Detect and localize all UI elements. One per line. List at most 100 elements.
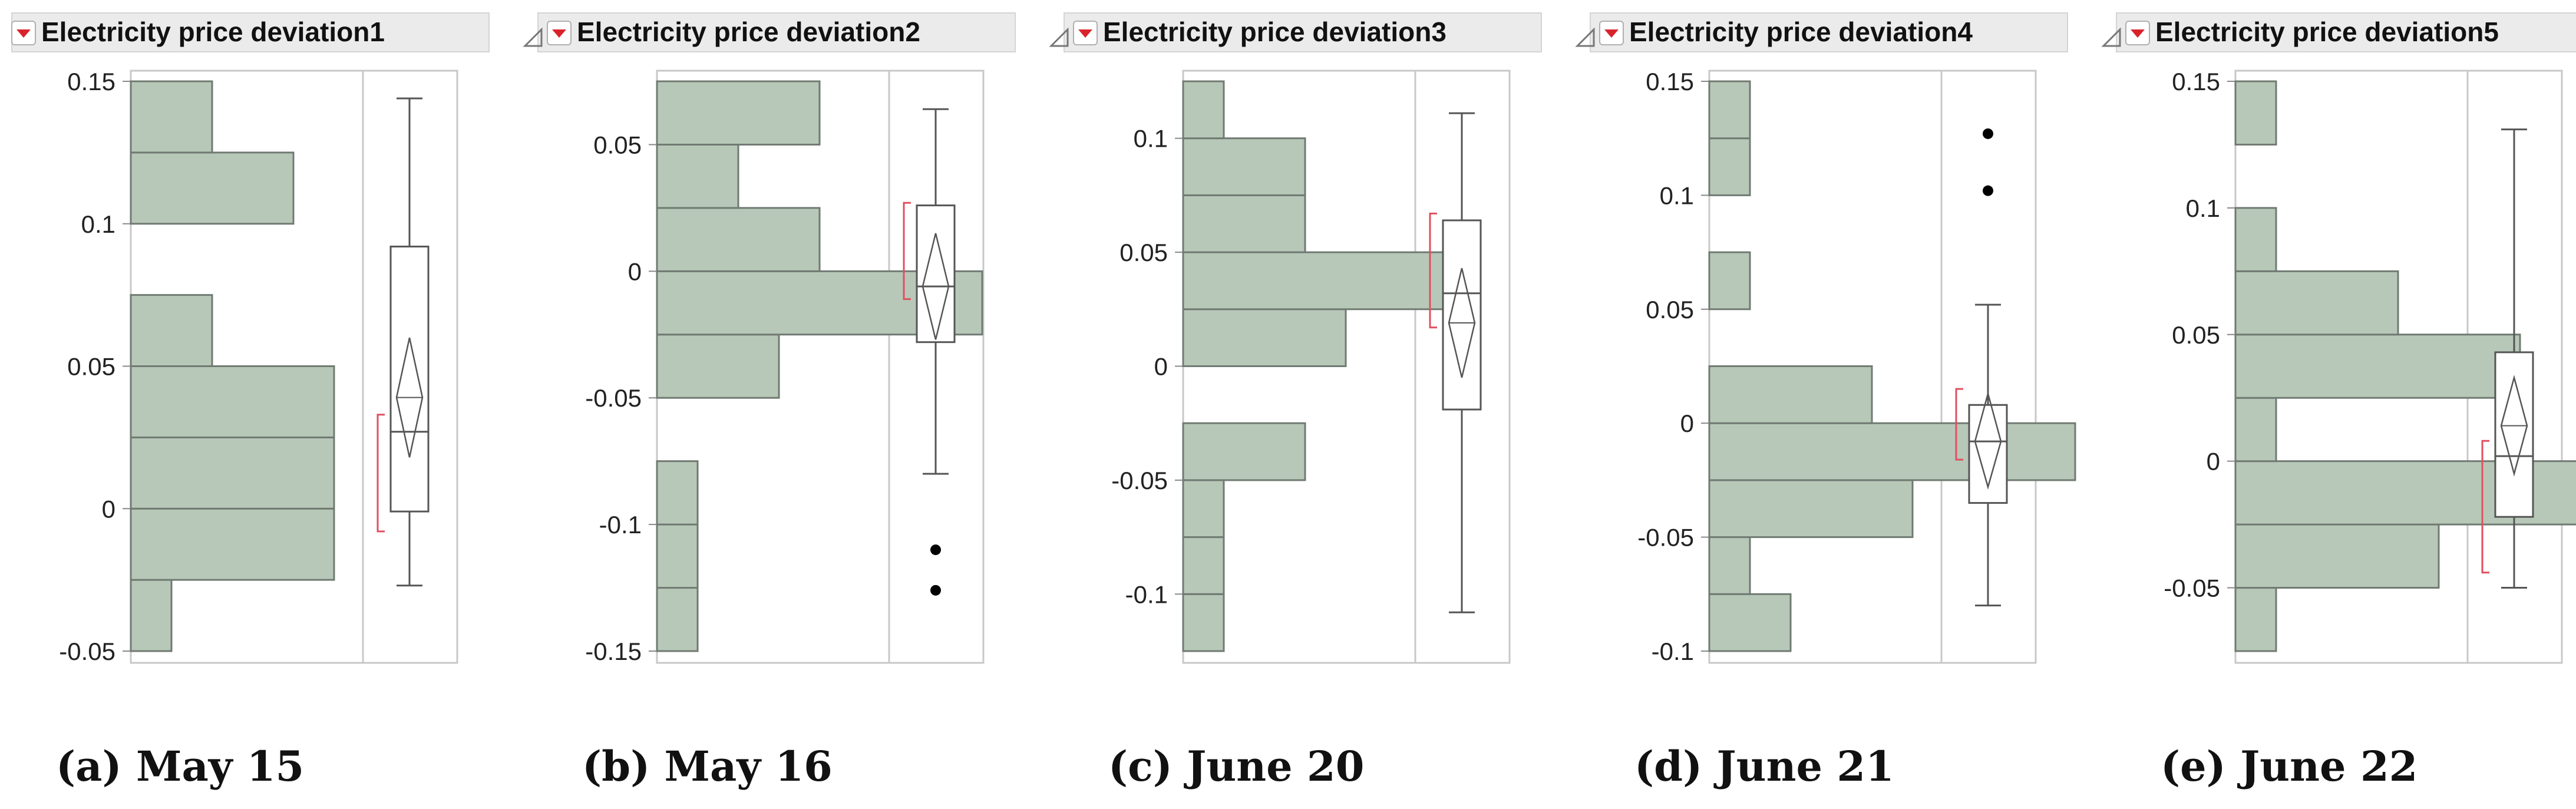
panel-4: Electricity price deviation4 -0.1 -0.05 0 0.… [1575, 12, 2076, 791]
histogram-bar [2234, 587, 2277, 652]
panel-3: Electricity price deviation3 -0.1 -0.05 0 0.… [1049, 12, 1542, 791]
histogram-bar [656, 207, 821, 272]
y-tick-label: 0.05 [1119, 239, 1168, 266]
histogram-bar [1182, 479, 1225, 539]
histogram-bar [1708, 251, 1751, 311]
histogram-bar [656, 523, 699, 589]
outlier-point [1983, 185, 1993, 196]
y-tick-label: 0.1 [81, 210, 115, 238]
histogram-bar [656, 80, 821, 146]
header-background [1590, 12, 2068, 52]
histogram-bar [2234, 80, 2277, 146]
outlier-point [1983, 128, 1993, 139]
quartile-box [389, 245, 430, 513]
panel-2: Electricity price deviation2 -0.15 -0.1 -0.… [523, 12, 1016, 791]
histogram-bar [130, 436, 335, 510]
y-tick-label: 0.05 [2172, 321, 2220, 349]
panel-header[interactable]: Electricity price deviation5 [2101, 12, 2576, 52]
histogram-bar [1708, 137, 1751, 196]
y-tick-label: 0.15 [67, 68, 115, 95]
red-triangle-menu-icon[interactable] [1604, 29, 1619, 38]
histogram-bar [656, 587, 699, 652]
y-tick-label: -0.05 [59, 638, 115, 665]
shortest-half-bracket [903, 202, 911, 301]
histogram-bar [1182, 80, 1225, 140]
histogram-bar [1182, 137, 1306, 196]
histogram-bar [1182, 536, 1225, 595]
red-triangle-menu-icon[interactable] [16, 29, 31, 38]
panel-caption: (d) June 21 [1634, 742, 1894, 791]
panel-caption: (c) June 20 [1108, 742, 1364, 791]
histogram-bar [2234, 397, 2277, 463]
panel-header[interactable]: Electricity price deviation1 [11, 12, 490, 52]
y-tick-label: 0 [628, 257, 642, 285]
outlier-point [930, 585, 941, 596]
y-tick-label: 0.1 [1660, 181, 1694, 209]
shortest-half-bracket [1429, 212, 1437, 329]
y-tick-label: 0.1 [1134, 125, 1168, 153]
panel-caption: (a) May 15 [56, 742, 304, 791]
panel-title: Electricity price deviation2 [577, 16, 920, 47]
quartile-box [916, 204, 956, 344]
panel-title: Electricity price deviation4 [1629, 16, 1973, 47]
histogram-bar [130, 80, 213, 154]
collapse-triangle-icon[interactable] [2101, 27, 2121, 47]
histogram-bar [1182, 593, 1225, 652]
y-tick-label: -0.05 [2164, 574, 2220, 602]
panel-header[interactable]: Electricity price deviation3 [1049, 12, 1542, 52]
y-tick-label: -0.05 [1637, 524, 1694, 552]
panel-1: Electricity price deviation1 -0.05 0 0.05 0.… [11, 12, 490, 791]
mean-diamond [395, 337, 424, 458]
panel-title: Electricity price deviation3 [1103, 16, 1446, 47]
y-tick-label: 0 [1154, 353, 1168, 381]
panel-header[interactable]: Electricity price deviation4 [1575, 12, 2068, 52]
panel-5: Electricity price deviation5 -0.05 0 0.05 0.… [2101, 12, 2576, 791]
y-tick-label: 0.1 [2186, 194, 2220, 222]
header-background [537, 12, 1016, 52]
histogram-bar [656, 143, 739, 209]
header-background [11, 12, 490, 52]
y-tick-label: -0.15 [585, 638, 642, 665]
shortest-half-bracket [377, 414, 385, 533]
histogram-bar [2234, 333, 2521, 399]
histogram-bar [2234, 207, 2277, 272]
y-tick-label: 0 [102, 495, 115, 523]
histogram-bar [1708, 80, 1751, 140]
collapse-triangle-icon[interactable] [1049, 27, 1069, 47]
histogram-bar [1182, 194, 1306, 253]
histogram-bar [2234, 270, 2399, 336]
histogram-bar [1708, 365, 1873, 424]
panel-header[interactable]: Electricity price deviation2 [523, 12, 1016, 52]
histogram-bar [1708, 536, 1751, 595]
collapse-triangle-icon[interactable] [1575, 27, 1595, 47]
panel-caption: (e) June 22 [2161, 742, 2418, 791]
histogram-bar [130, 507, 335, 581]
histogram-bar [1708, 422, 2076, 481]
histogram-bar [130, 294, 213, 367]
shortest-half-bracket [2481, 440, 2489, 574]
mean-diamond [1974, 391, 2002, 490]
histogram-bar [2234, 523, 2440, 589]
histogram-bar [656, 460, 699, 526]
red-triangle-menu-icon[interactable] [552, 29, 566, 38]
red-triangle-menu-icon[interactable] [2131, 29, 2145, 38]
y-tick-label: -0.1 [1125, 580, 1168, 608]
outlier-point [930, 544, 941, 556]
histogram-bar [130, 579, 173, 652]
panel-title: Electricity price deviation1 [41, 16, 385, 47]
y-tick-label: 0.05 [593, 131, 642, 159]
y-tick-label: 0 [2207, 448, 2220, 476]
red-triangle-menu-icon[interactable] [1078, 29, 1092, 38]
y-tick-label: -0.1 [1652, 638, 1694, 665]
histogram-bar [1708, 593, 1792, 652]
collapse-triangle-icon[interactable] [523, 27, 543, 47]
y-tick-label: -0.05 [1111, 467, 1168, 494]
mean-diamond [1448, 268, 1476, 378]
y-tick-label: -0.1 [599, 511, 642, 539]
mean-diamond [922, 233, 950, 340]
histogram-bar [130, 365, 335, 438]
shortest-half-bracket [1955, 388, 1963, 461]
y-tick-label: -0.05 [585, 384, 642, 412]
histogram-bar [1182, 422, 1306, 481]
